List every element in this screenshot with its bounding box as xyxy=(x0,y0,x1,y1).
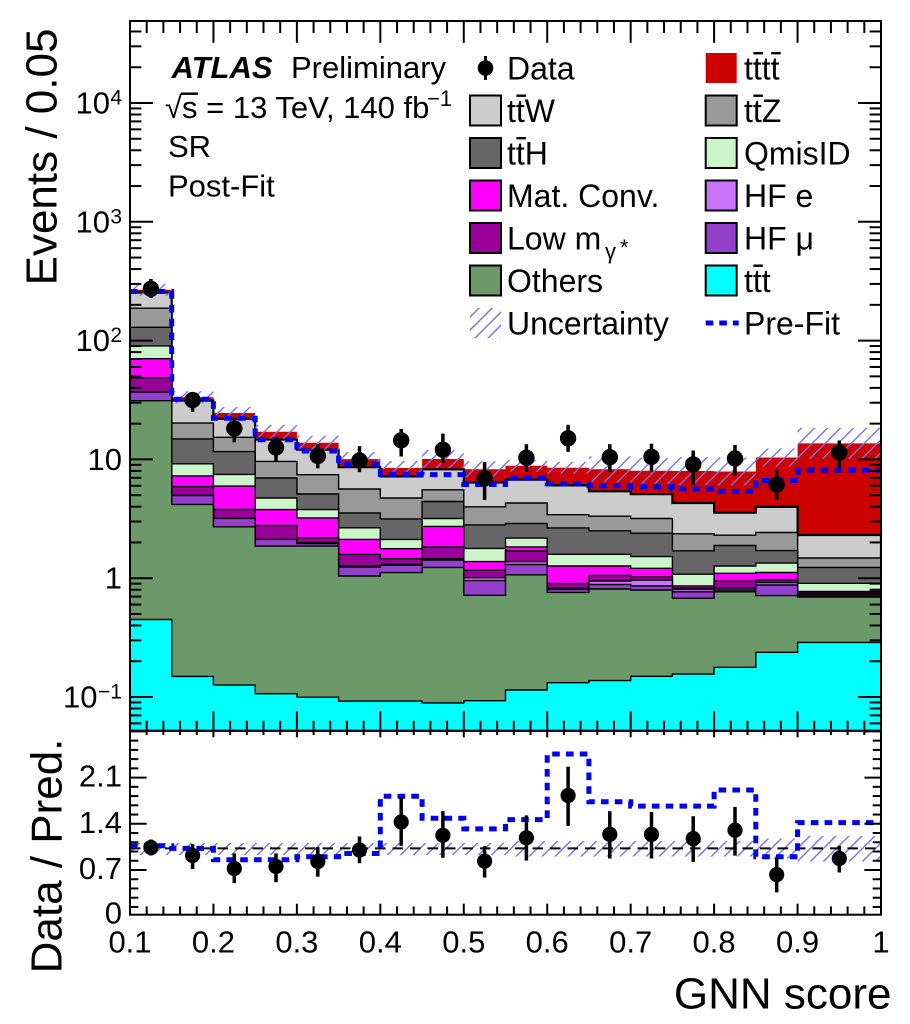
svg-text:0.6: 0.6 xyxy=(526,925,569,960)
svg-text:0: 0 xyxy=(105,896,122,931)
svg-text:ttZ: ttZ xyxy=(744,93,781,129)
svg-text:−1: −1 xyxy=(427,86,452,111)
svg-text:ttt: ttt xyxy=(744,263,771,299)
svg-text:1.4: 1.4 xyxy=(79,805,122,840)
svg-text:−1: −1 xyxy=(98,681,122,704)
svg-text:10: 10 xyxy=(63,680,97,715)
svg-text:Uncertainty: Uncertainty xyxy=(507,306,669,342)
svg-text:1: 1 xyxy=(105,561,122,596)
svg-text:0.5: 0.5 xyxy=(442,925,485,960)
svg-text:HF μ: HF μ xyxy=(744,221,814,257)
svg-text:Others: Others xyxy=(507,263,603,299)
svg-text:QmisID: QmisID xyxy=(744,136,851,172)
svg-text:10: 10 xyxy=(76,323,110,358)
svg-text:2.1: 2.1 xyxy=(79,759,122,794)
svg-text:SR: SR xyxy=(168,129,211,164)
svg-text:0.8: 0.8 xyxy=(693,925,736,960)
svg-text:tttt: tttt xyxy=(744,51,780,87)
svg-text:ATLAS: ATLAS xyxy=(171,50,273,85)
svg-text:10: 10 xyxy=(88,442,122,477)
svg-text:Events / 0.05: Events / 0.05 xyxy=(18,29,67,286)
svg-text:HF e: HF e xyxy=(744,178,813,214)
svg-text:GNN score: GNN score xyxy=(674,970,892,1019)
svg-text:0.7: 0.7 xyxy=(79,851,122,886)
svg-text:10: 10 xyxy=(76,86,110,121)
svg-text:Post-Fit: Post-Fit xyxy=(168,169,275,204)
svg-text:Data: Data xyxy=(507,51,575,87)
svg-text:2: 2 xyxy=(110,324,122,347)
svg-text:0.4: 0.4 xyxy=(359,925,402,960)
svg-text:ttW: ttW xyxy=(507,93,556,129)
svg-text:0.1: 0.1 xyxy=(108,925,151,960)
svg-text:0.9: 0.9 xyxy=(776,925,819,960)
svg-text:√s = 13 TeV, 140 fb: √s = 13 TeV, 140 fb xyxy=(165,90,429,125)
svg-text:3: 3 xyxy=(110,205,122,228)
svg-text:Preliminary: Preliminary xyxy=(291,50,447,85)
svg-text:Pre-Fit: Pre-Fit xyxy=(744,306,840,342)
svg-text:Low m: Low m xyxy=(507,221,601,257)
svg-text:Data / Pred.: Data / Pred. xyxy=(23,739,72,974)
svg-text:Mat. Conv.: Mat. Conv. xyxy=(507,178,659,214)
svg-text:0.2: 0.2 xyxy=(192,925,235,960)
svg-text:γ: γ xyxy=(605,239,616,264)
svg-text:ttH: ttH xyxy=(507,136,548,172)
svg-text:*: * xyxy=(620,235,629,260)
svg-text:0.7: 0.7 xyxy=(609,925,652,960)
svg-text:1: 1 xyxy=(872,925,889,960)
svg-text:0.3: 0.3 xyxy=(275,925,318,960)
svg-text:10: 10 xyxy=(76,204,110,239)
svg-text:4: 4 xyxy=(110,87,122,110)
